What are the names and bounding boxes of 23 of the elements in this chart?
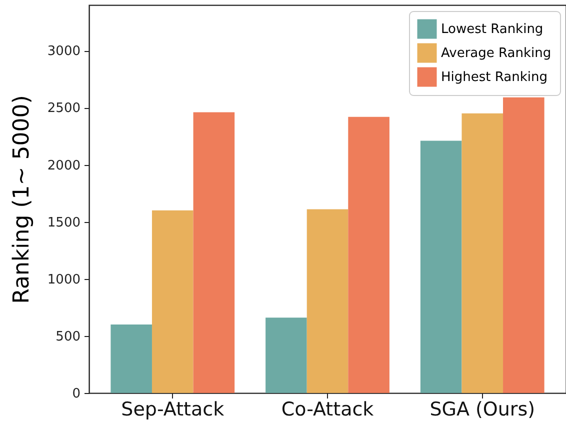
y-tick-label: 1000: [47, 272, 80, 288]
x-tick-label: Co-Attack: [281, 398, 374, 420]
y-tick-label: 500: [56, 329, 80, 344]
bar: [193, 112, 235, 393]
y-tick-label: 2500: [47, 101, 80, 116]
bar: [462, 113, 504, 393]
y-tick-label: 1500: [47, 215, 80, 230]
legend-label: Average Ranking: [441, 46, 552, 61]
bar: [420, 140, 462, 393]
bar: [266, 318, 307, 393]
bar: [306, 209, 348, 393]
bar: [503, 97, 544, 393]
legend-label: Lowest Ranking: [441, 22, 544, 37]
bar: [348, 116, 390, 393]
x-tick-label: Sep-Attack: [121, 398, 224, 420]
x-tick-label: SGA (Ours): [430, 398, 536, 420]
y-tick-label: 0: [72, 386, 80, 402]
bar: [152, 210, 194, 393]
y-tick-label: 3000: [47, 44, 80, 60]
bar: [110, 324, 152, 393]
y-axis-title: Ranking (1~ 5000): [9, 95, 34, 304]
y-tick-label: 2000: [47, 158, 80, 174]
legend-label: Highest Ranking: [441, 70, 548, 85]
